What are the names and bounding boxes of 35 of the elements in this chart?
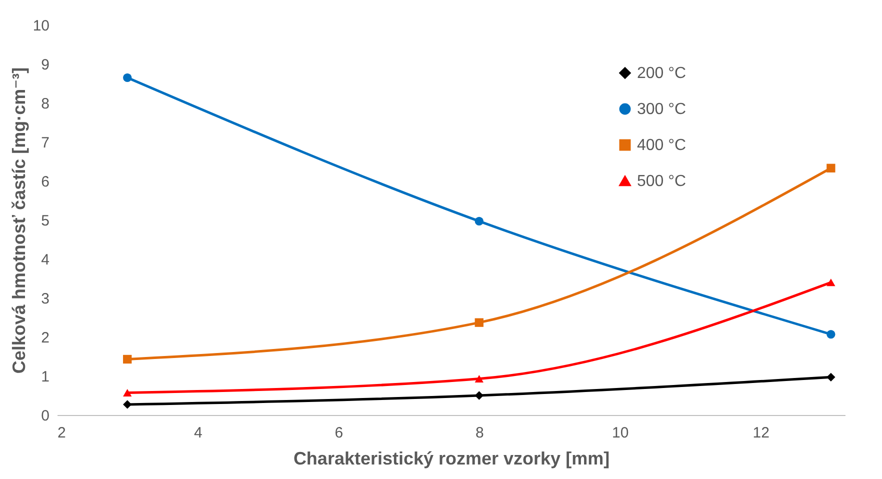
point (123, 73, 132, 82)
y-tick-label: 7 (41, 134, 50, 152)
y-tick-label: 2 (41, 330, 50, 346)
point (826, 372, 836, 382)
y-tick-label: 6 (41, 174, 50, 190)
x-tick-label: 10 (612, 424, 629, 442)
y-tick-label: 0 (41, 408, 50, 424)
legend-label: 400 °C (637, 137, 686, 154)
point (826, 330, 836, 339)
x-tick-label: 6 (334, 424, 344, 442)
x-tick-label: 8 (475, 424, 484, 442)
y-tick-label: 10 (32, 18, 50, 34)
y-tick-label: 1 (41, 368, 50, 386)
point (474, 318, 484, 327)
x-tick-label: 2 (58, 424, 66, 442)
point (474, 216, 484, 226)
point (826, 278, 836, 286)
x-axis-title: Charakteristický rozmer vzorky [mm] (293, 448, 610, 468)
y-tick-label: 8 (41, 96, 50, 112)
x-tick-label: 4 (194, 424, 202, 442)
point (123, 400, 132, 409)
point (474, 391, 484, 400)
point (826, 164, 836, 172)
y-tick-label: 4 (41, 252, 50, 268)
legend-label: 200 °C (637, 65, 686, 82)
point (474, 374, 484, 382)
y-tick-label: 5 (41, 212, 50, 230)
y-axis-title: Celková hmotnosť častíc [mg·cm⁻³] (8, 67, 29, 374)
legend-label: 300 °C (637, 101, 686, 118)
point (123, 354, 132, 364)
y-tick-label: 9 (41, 56, 50, 74)
point (123, 389, 132, 397)
legend-label: 500 °C (637, 173, 686, 190)
y-tick-label: 3 (41, 290, 50, 308)
x-tick-label: 12 (752, 424, 770, 442)
